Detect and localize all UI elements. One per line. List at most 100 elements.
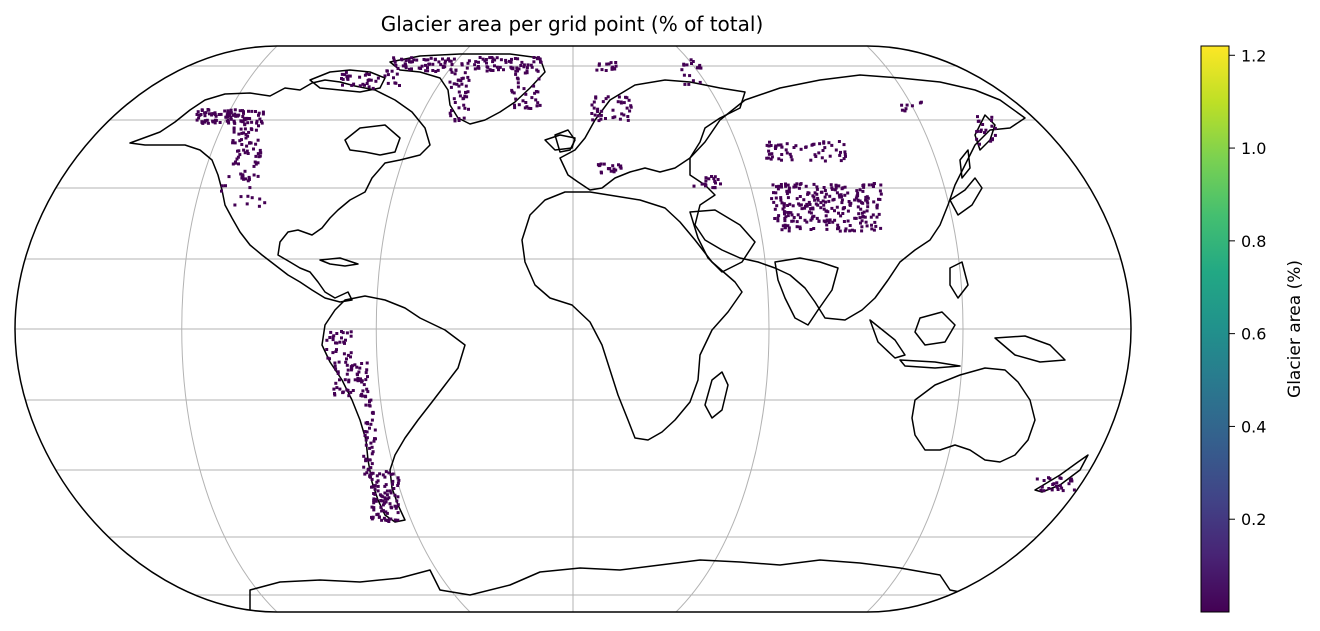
glacier-cell	[624, 95, 627, 99]
glacier-cell	[342, 340, 346, 344]
glacier-cell	[809, 211, 813, 215]
glacier-cell	[800, 207, 804, 211]
glacier-cell	[356, 377, 360, 380]
glacier-cell	[765, 143, 769, 147]
colorbar-tick-label: 1.0	[1241, 139, 1266, 158]
glacier-cell	[364, 395, 368, 399]
glacier-cell	[611, 116, 615, 120]
glacier-cell	[856, 205, 860, 209]
glacier-cell	[367, 73, 371, 76]
glacier-cell	[434, 70, 438, 73]
glacier-cell	[774, 191, 778, 195]
glacier-cell	[846, 191, 850, 195]
glacier-cell	[872, 200, 876, 204]
glacier-cell	[822, 207, 826, 211]
glacier-cell	[507, 59, 511, 63]
glacier-cell	[345, 331, 349, 335]
glacier-cell	[817, 151, 821, 155]
glacier-cell	[385, 493, 389, 497]
glacier-cell	[525, 71, 529, 75]
glacier-cell	[335, 332, 339, 335]
glacier-cell	[333, 392, 336, 395]
glacier-cell	[465, 66, 469, 70]
glacier-cell	[365, 368, 369, 372]
glacier-cell	[794, 144, 798, 148]
glacier-cell	[439, 63, 443, 67]
glacier-cell	[250, 128, 254, 132]
glacier-cell	[381, 509, 385, 513]
glacier-cell	[410, 67, 413, 71]
glacier-cell	[786, 183, 790, 187]
glacier-cell	[861, 184, 865, 187]
glacier-cell	[223, 109, 227, 113]
glacier-cell	[404, 66, 408, 70]
glacier-cell	[805, 202, 809, 206]
glacier-cell	[590, 112, 594, 115]
glacier-cell	[707, 177, 711, 181]
glacier-cell	[598, 163, 602, 167]
glacier-cell	[491, 60, 495, 64]
glacier-cell	[769, 157, 773, 161]
glacier-cell	[391, 472, 395, 476]
glacier-cell	[900, 108, 904, 112]
glacier-cell	[790, 219, 794, 223]
glacier-cell	[831, 198, 835, 202]
glacier-cell	[367, 85, 371, 89]
glacier-cell	[407, 67, 411, 71]
glacier-cell	[368, 473, 372, 477]
glacier-cell	[629, 105, 633, 109]
glacier-cells	[195, 56, 1076, 523]
glacier-cell	[613, 115, 617, 119]
glacier-cell	[341, 77, 345, 81]
coast-asia	[689, 74, 1026, 321]
glacier-cell	[370, 477, 374, 481]
glacier-cell	[532, 60, 536, 64]
glacier-cell	[526, 63, 530, 67]
glacier-cell	[453, 119, 457, 123]
glacier-cell	[257, 124, 260, 128]
glacier-cell	[368, 426, 371, 430]
glacier-cell	[368, 458, 372, 462]
glacier-cell	[538, 103, 542, 107]
glacier-cell	[343, 73, 347, 77]
glacier-cell	[350, 366, 353, 370]
glacier-cell	[828, 194, 832, 198]
glacier-cell	[359, 377, 362, 381]
glacier-cell	[443, 65, 447, 69]
glacier-cell	[370, 462, 374, 466]
glacier-cell	[687, 82, 691, 86]
glacier-cell	[513, 103, 516, 107]
glacier-cell	[592, 106, 596, 110]
glacier-cell	[383, 491, 387, 495]
glacier-cell	[772, 191, 775, 195]
glacier-cell	[410, 56, 414, 60]
glacier-cell	[394, 81, 398, 85]
glacier-cell	[835, 205, 839, 209]
glacier-cell	[983, 131, 986, 135]
glacier-cell	[365, 82, 369, 85]
glacier-cell	[617, 95, 621, 99]
glacier-cell	[395, 499, 399, 503]
glacier-cell	[808, 203, 812, 206]
glacier-cell	[784, 215, 788, 219]
glacier-cell	[536, 90, 540, 94]
glacier-cell	[610, 67, 614, 71]
glacier-cell	[829, 183, 833, 187]
glacier-cell	[878, 189, 882, 193]
glacier-cell	[711, 186, 715, 190]
glacier-cell	[235, 157, 239, 161]
glacier-cell	[691, 79, 695, 83]
glacier-cell	[871, 213, 875, 217]
glacier-cell	[338, 378, 341, 382]
glacier-cell	[345, 388, 349, 392]
glacier-cell	[463, 94, 467, 98]
glacier-cell	[1072, 488, 1076, 492]
glacier-cell	[713, 175, 717, 179]
glacier-cell	[877, 197, 880, 201]
glacier-cell	[802, 198, 806, 202]
glacier-cell	[381, 499, 385, 503]
glacier-cell	[849, 201, 853, 205]
glacier-cell	[616, 100, 620, 104]
glacier-cell	[601, 100, 605, 104]
glacier-cell	[203, 114, 207, 118]
